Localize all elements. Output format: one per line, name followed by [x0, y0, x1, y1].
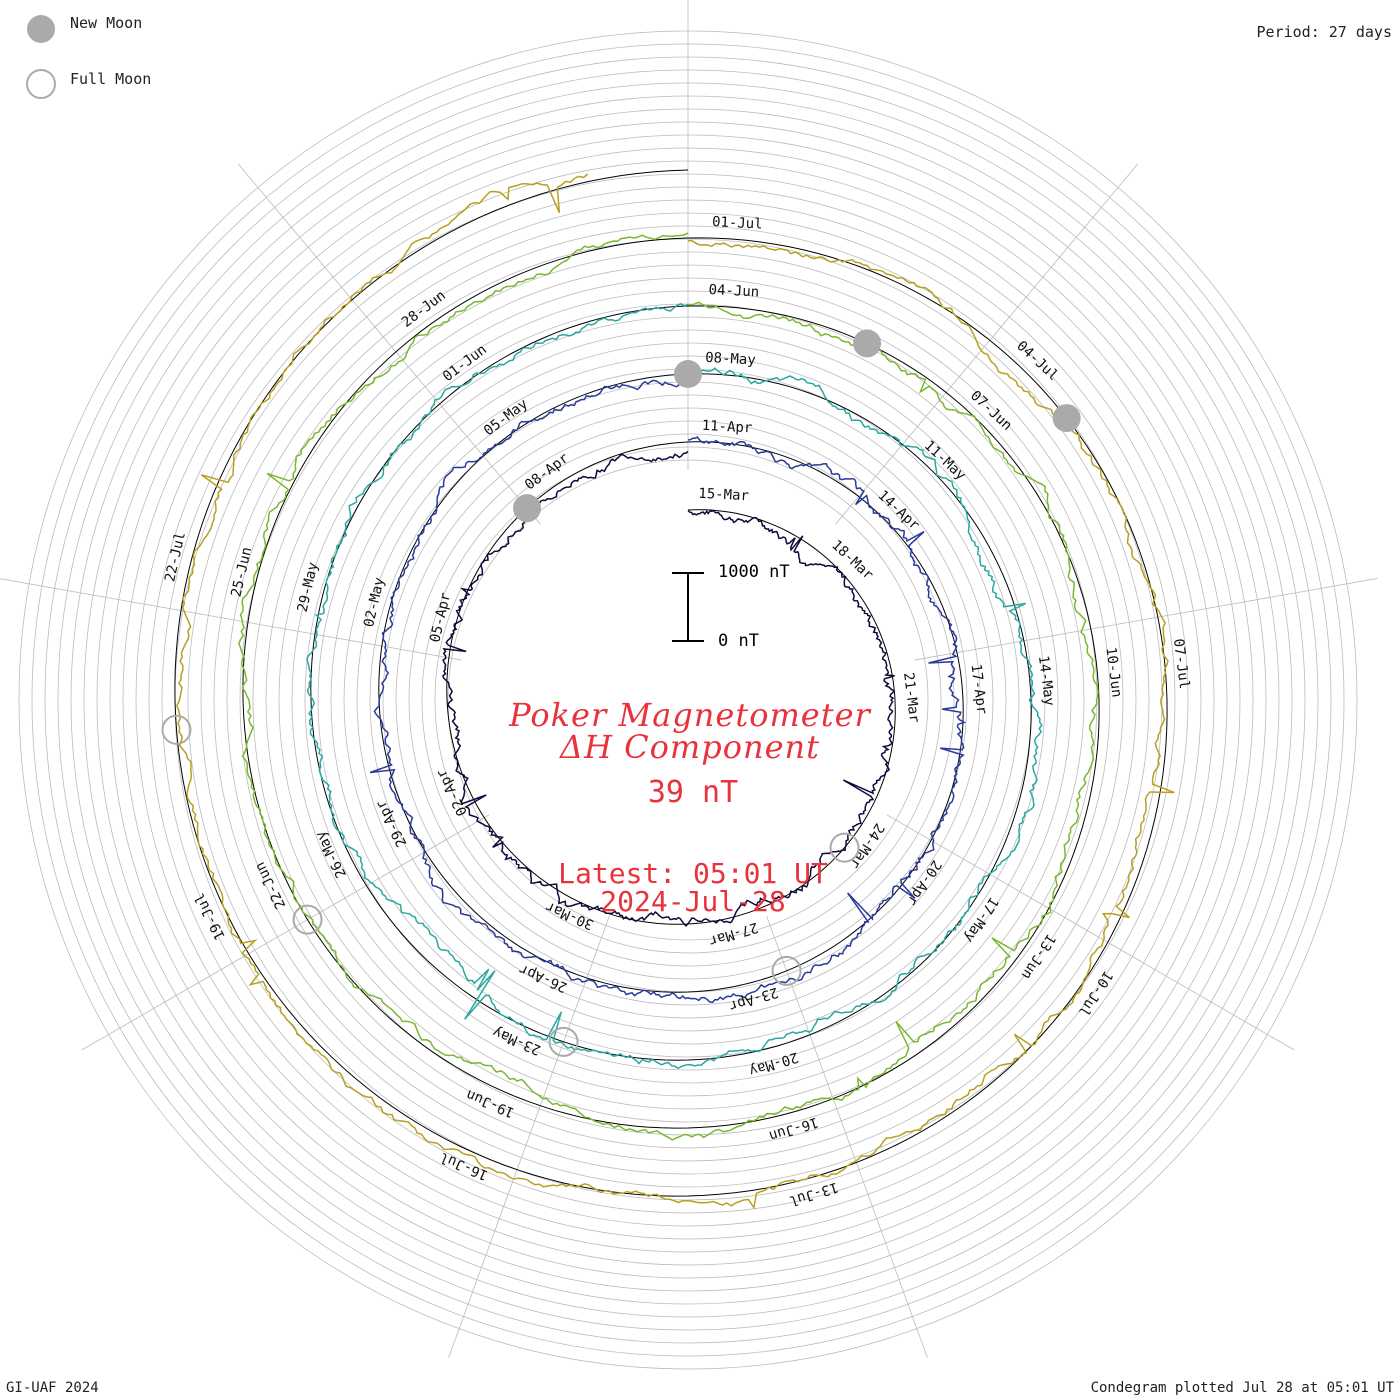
footer-credit: GI-UAF 2024 [6, 1380, 99, 1396]
grid-spoke [835, 163, 1139, 525]
date-label: 22-Jul [162, 530, 189, 583]
grid-spoke [81, 814, 490, 1051]
date-label: 10-Jun [1102, 646, 1124, 698]
grid-spokes [0, 0, 1378, 1358]
grid-spoke [914, 578, 1378, 661]
date-label: 14-Apr [875, 487, 923, 533]
date-label: 18-Mar [828, 537, 876, 583]
trace-04-Jun [237, 232, 1099, 1141]
date-label: 27-Mar [707, 919, 760, 949]
moon-phase-markers [161, 329, 1081, 1057]
date-label: 21-Mar [900, 672, 922, 724]
date-label: 01-Jul [712, 214, 763, 233]
new-moon-marker [853, 329, 882, 358]
latest-date: 2024-Jul-28 [600, 885, 786, 918]
date-label: 17-Apr [967, 663, 989, 715]
latest-time: Latest: 05:01 UT [558, 857, 828, 890]
date-label: 29-May [295, 561, 322, 614]
date-label: 04-Jul [1013, 338, 1061, 384]
trace-11-Apr [369, 378, 967, 1004]
date-label: 20-May [747, 1049, 800, 1079]
date-label: 07-Jun [967, 388, 1015, 434]
date-label: 25-Jun [228, 546, 255, 599]
footer-plotted: Condegram plotted Jul 28 at 05:01 UT [1090, 1380, 1394, 1396]
date-label: 08-May [705, 350, 756, 369]
scale-bar [672, 572, 704, 642]
baseline-turn [242, 237, 1100, 1129]
date-label: 08-Apr [522, 450, 572, 493]
baseline-turn [310, 305, 1032, 1061]
grid-spoke [0, 578, 462, 661]
date-label: 10-Jul [1075, 968, 1116, 1019]
date-label: 07-Jul [1170, 638, 1192, 690]
scale-bottom-label: 0 nT [718, 631, 759, 651]
date-label: 13-Jul [787, 1179, 840, 1209]
chart-title: Poker Magnetometer [509, 696, 871, 734]
date-label: 11-Apr [701, 418, 752, 437]
grid-spoke [448, 915, 610, 1358]
scale-top-label: 1000 nT [718, 562, 790, 582]
data-traces [176, 173, 1175, 1210]
full-moon-marker [161, 714, 192, 745]
date-label: 19-Jun [464, 1086, 517, 1120]
period-label: Period: 27 days [1256, 23, 1392, 41]
legend-new-moon-label: New Moon [70, 14, 143, 32]
date-label: 14-May [1035, 655, 1057, 707]
full-moon-marker [292, 904, 323, 935]
date-label: 05-May [481, 396, 531, 439]
date-label: 16-Jun [767, 1114, 820, 1144]
baselines [174, 169, 1168, 1197]
full-moon-marker [771, 955, 802, 986]
date-label: 13-Jun [1018, 931, 1059, 982]
trace-01-Jul [176, 173, 1175, 1210]
grid-spoke [886, 814, 1295, 1051]
date-label: 01-Jun [440, 342, 490, 385]
full-moon-icon [26, 69, 56, 99]
new-moon-marker [1052, 404, 1081, 433]
new-moon-marker [674, 360, 702, 388]
new-moon-icon [27, 15, 55, 43]
date-label: 26-Apr [517, 961, 570, 995]
baseline-turn [446, 441, 896, 925]
trace-15-Mar [442, 450, 895, 927]
trace-08-May [306, 302, 1043, 1070]
new-moon-marker [513, 494, 542, 523]
chart-subtitle: ΔH Component [559, 728, 821, 766]
baseline-turn [378, 373, 964, 993]
date-label: 15-Mar [698, 486, 749, 505]
date-label: 02-May [361, 576, 388, 629]
full-moon-marker [829, 832, 860, 863]
date-label: 04-Jun [708, 282, 759, 301]
date-label: 05-Apr [427, 591, 454, 644]
full-moon-marker [548, 1026, 579, 1057]
legend-full-moon-label: Full Moon [70, 70, 152, 88]
legend-icons [26, 15, 56, 99]
date-label: 11-May [921, 438, 969, 484]
current-value: 39 nT [647, 775, 739, 810]
grid-spoke [237, 163, 541, 525]
grid-spoke [766, 915, 928, 1358]
date-label: 23-May [490, 1023, 543, 1057]
baseline-turn [174, 169, 1168, 1197]
